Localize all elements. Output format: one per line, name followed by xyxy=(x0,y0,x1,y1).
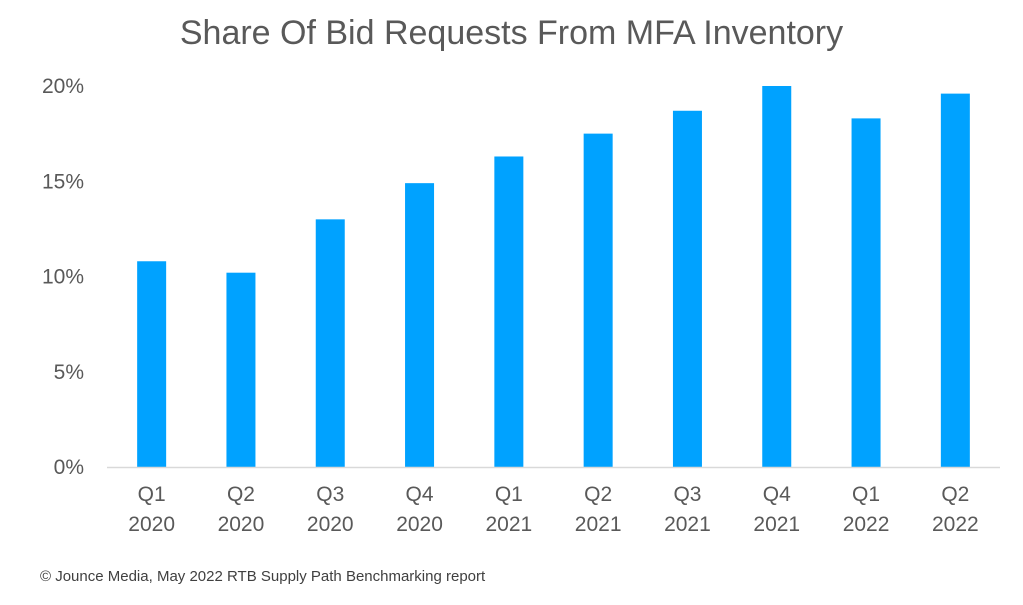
bar xyxy=(137,261,167,467)
bar xyxy=(940,93,970,468)
x-tick-label: Q2 2022 xyxy=(932,483,979,536)
x-tick-year: 2020 xyxy=(307,513,354,536)
bar xyxy=(762,86,792,467)
x-tick-quarter: Q2 xyxy=(941,483,969,506)
bar xyxy=(315,219,345,467)
x-tick-year: 2021 xyxy=(753,513,800,536)
y-tick-label: 15% xyxy=(42,170,84,193)
bar xyxy=(494,156,524,468)
y-axis-ticks: 0% 5% 10% 15% 20% xyxy=(42,75,84,479)
x-tick-label: Q1 2020 xyxy=(128,483,175,536)
x-tick-label: Q2 2020 xyxy=(218,483,265,536)
bar xyxy=(851,118,881,467)
x-tick-label: Q4 2020 xyxy=(396,483,443,536)
x-tick-year: 2022 xyxy=(932,513,979,536)
y-tick-label: 5% xyxy=(54,361,84,384)
x-tick-year: 2020 xyxy=(128,513,175,536)
bar xyxy=(226,272,256,467)
x-tick-label: Q4 2021 xyxy=(753,483,800,536)
x-tick-quarter: Q3 xyxy=(673,483,701,506)
x-tick-year: 2021 xyxy=(575,513,622,536)
bars xyxy=(137,86,970,468)
y-tick-label: 0% xyxy=(54,456,84,479)
x-tick-quarter: Q1 xyxy=(852,483,880,506)
x-tick-quarter: Q3 xyxy=(316,483,344,506)
bar xyxy=(583,133,613,467)
x-axis-ticks: Q1 2020 Q2 2020 Q3 2020 Q4 2020 Q1 2021 Q2 2021 Q3 20… xyxy=(128,483,978,536)
x-tick-quarter: Q2 xyxy=(227,483,255,506)
x-tick-quarter: Q2 xyxy=(584,483,612,506)
x-tick-label: Q1 2021 xyxy=(485,483,532,536)
bar xyxy=(672,110,702,467)
x-tick-year: 2021 xyxy=(485,513,532,536)
x-tick-label: Q3 2021 xyxy=(664,483,711,536)
x-tick-quarter: Q1 xyxy=(138,483,166,506)
chart-title: Share Of Bid Requests From MFA Inventory xyxy=(179,14,844,52)
x-tick-label: Q2 2021 xyxy=(575,483,622,536)
x-tick-year: 2020 xyxy=(218,513,265,536)
x-tick-year: 2020 xyxy=(396,513,443,536)
x-tick-label: Q3 2020 xyxy=(307,483,354,536)
x-tick-year: 2022 xyxy=(843,513,890,536)
bar xyxy=(405,183,435,467)
y-tick-label: 10% xyxy=(42,266,84,289)
x-tick-year: 2021 xyxy=(664,513,711,536)
source-note: © Jounce Media, May 2022 RTB Supply Path… xyxy=(40,568,486,585)
x-tick-label: Q1 2022 xyxy=(843,483,890,536)
x-tick-quarter: Q1 xyxy=(495,483,523,506)
x-tick-quarter: Q4 xyxy=(406,483,434,506)
y-tick-label: 20% xyxy=(42,75,84,98)
x-tick-quarter: Q4 xyxy=(763,483,791,506)
